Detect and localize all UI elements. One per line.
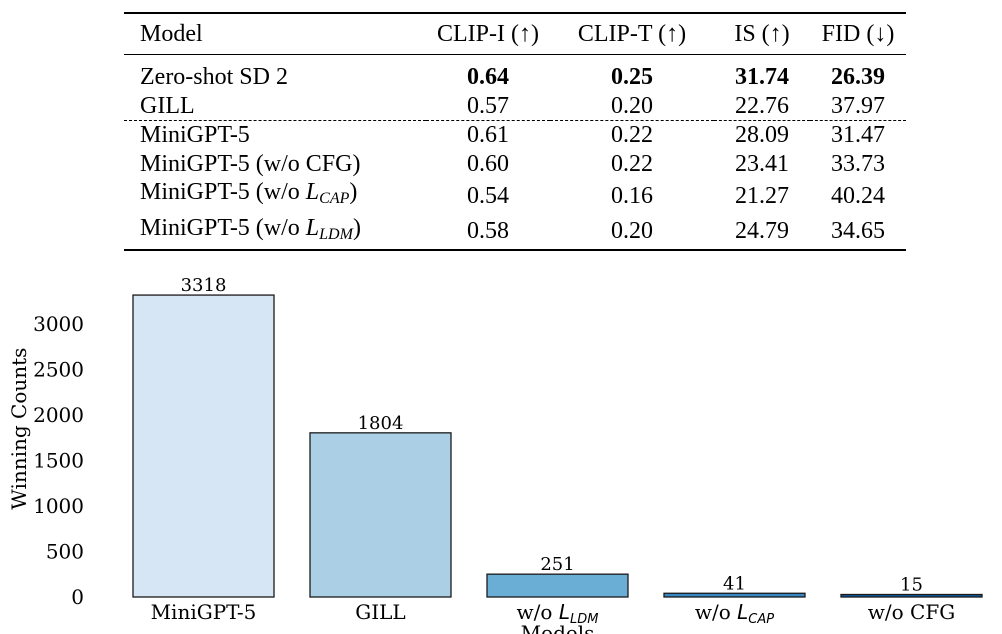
- model-name-suffix: ): [349, 179, 358, 205]
- y-tick-label: 2000: [33, 403, 84, 427]
- model-name-prefix: MiniGPT-5 (w/o: [140, 214, 306, 241]
- table-header-row: Model CLIP-I (↑) CLIP-T (↑) IS (↑) FID (…: [124, 13, 906, 55]
- fid-value: 40.24: [831, 182, 885, 209]
- loss-symbol: L: [305, 214, 320, 241]
- loss-subscript: LDM: [319, 225, 353, 243]
- table-row: MiniGPT-5 (w/o LLDM) 0.58 0.20 24.79 34.…: [124, 214, 906, 251]
- results-table: Model CLIP-I (↑) CLIP-T (↑) IS (↑) FID (…: [124, 12, 906, 251]
- fid-value: 34.65: [831, 218, 885, 244]
- is-value: 23.41: [735, 150, 789, 177]
- bar-value-label: 1804: [358, 413, 404, 434]
- clip-i-value: 0.58: [467, 218, 509, 244]
- table-row: MiniGPT-5 (w/o LCAP) 0.54 0.16 21.27 40.…: [124, 178, 906, 214]
- clip-t-value: 0.22: [611, 150, 653, 177]
- is-value: 24.79: [735, 218, 789, 244]
- model-name: MiniGPT-5 (w/o LLDM): [124, 214, 426, 251]
- fid-value: 37.97: [831, 92, 885, 119]
- bar-value-label: 15: [900, 575, 923, 596]
- is-value: 31.74: [735, 64, 789, 90]
- bar: [840, 593, 983, 598]
- model-name-suffix: ): [352, 214, 361, 241]
- bar: [132, 294, 275, 598]
- clip-t-value: 0.25: [611, 64, 653, 90]
- clip-i-value: 0.57: [467, 92, 509, 119]
- model-name: MiniGPT-5 (w/o LCAP): [124, 178, 426, 214]
- table-row: Zero-shot SD 2 0.64 0.25 31.74 26.39: [124, 55, 906, 92]
- clip-t-value: 0.20: [611, 92, 653, 119]
- x-tick-label: w/o LLDM: [517, 600, 599, 627]
- model-name: Zero-shot SD 2: [140, 64, 288, 90]
- header-model: Model: [140, 21, 203, 47]
- y-tick-label: 2500: [33, 358, 84, 382]
- model-name: MiniGPT-5 (w/o CFG): [140, 150, 361, 177]
- clip-t-value: 0.22: [550, 120, 714, 150]
- y-axis-label: Winning Counts: [7, 348, 31, 510]
- table-row: MiniGPT-5 (w/o CFG) 0.60 0.22 23.41 33.7…: [124, 150, 906, 179]
- y-tick-label: 1500: [33, 449, 84, 473]
- clip-t-value: 0.20: [611, 218, 653, 244]
- x-axis-label: Models: [521, 621, 595, 634]
- x-tick-label: GILL: [355, 600, 405, 624]
- clip-i-value: 0.64: [467, 64, 509, 90]
- is-value: 21.27: [735, 182, 789, 209]
- y-tick-label: 1000: [33, 494, 84, 518]
- model-name: MiniGPT-5: [124, 120, 426, 150]
- loss-subscript: CAP: [319, 190, 350, 207]
- is-value: 22.76: [735, 92, 789, 119]
- table-row: GILL 0.57 0.20 22.76 37.97: [124, 92, 906, 121]
- fid-value: 33.73: [831, 150, 885, 177]
- fid-value: 31.47: [810, 120, 906, 150]
- model-name: GILL: [140, 92, 195, 119]
- header-clip-t: CLIP-T (↑): [577, 21, 687, 47]
- x-tick-label: MiniGPT-5: [151, 600, 257, 624]
- loss-symbol: L: [305, 179, 320, 205]
- clip-t-value: 0.16: [611, 182, 653, 209]
- header-fid: FID (↓): [821, 21, 895, 47]
- header-clip-i: CLIP-I (↑): [437, 21, 539, 47]
- x-tick-label: w/o LCAP: [695, 600, 774, 627]
- bar: [486, 573, 629, 598]
- y-tick-label: 0: [71, 585, 84, 609]
- model-name-prefix: MiniGPT-5 (w/o: [140, 179, 306, 205]
- y-tick-label: 500: [46, 540, 84, 564]
- clip-i-value: 0.54: [467, 182, 509, 209]
- bar-value-label: 3318: [181, 275, 227, 296]
- table-row: MiniGPT-5 0.61 0.22 28.09 31.47: [124, 120, 906, 150]
- bar-value-label: 41: [723, 573, 746, 594]
- x-tick-label: w/o CFG: [868, 600, 955, 624]
- bar: [663, 592, 806, 598]
- clip-i-value: 0.61: [426, 120, 550, 150]
- y-tick-label: 3000: [33, 312, 84, 336]
- is-value: 28.09: [714, 120, 810, 150]
- fid-value: 26.39: [831, 64, 885, 90]
- bar: [309, 432, 452, 598]
- header-is: IS (↑): [734, 21, 790, 47]
- clip-i-value: 0.60: [467, 150, 509, 177]
- bar-value-label: 251: [540, 554, 574, 575]
